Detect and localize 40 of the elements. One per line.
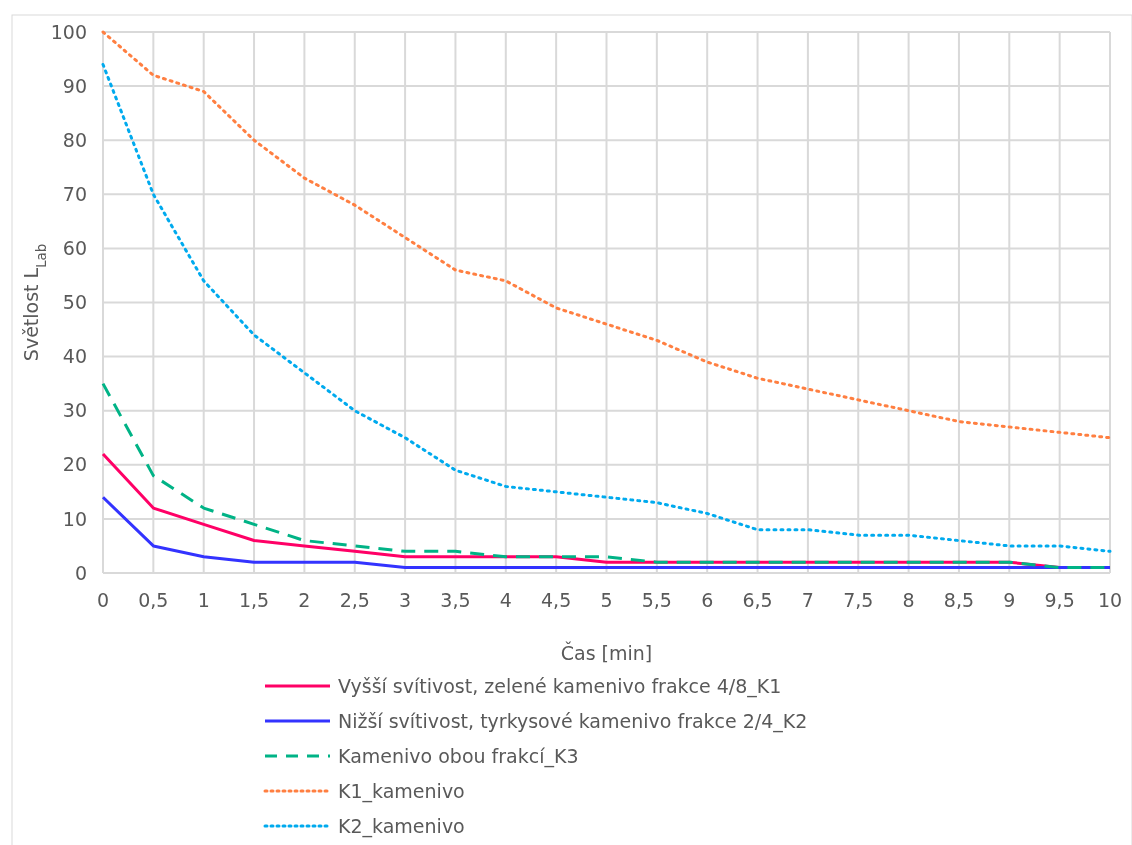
x-tick-label: 9 (1003, 589, 1016, 611)
legend-label: K2_kamenivo (338, 814, 465, 838)
x-tick-label: 3,5 (440, 589, 471, 611)
x-tick-label: 9,5 (1044, 589, 1075, 611)
y-tick-label: 50 (62, 291, 87, 314)
x-tick-label: 3 (399, 589, 412, 611)
x-tick-label: 4 (499, 589, 512, 611)
x-axis-title: Čas [min] (560, 641, 653, 664)
x-tick-label: 10 (1097, 589, 1123, 611)
x-tick-label: 7,5 (843, 589, 874, 611)
y-tick-label: 20 (62, 453, 87, 476)
y-tick-label: 70 (62, 182, 87, 205)
legend-label: Nižší svítivost, tyrkysové kamenivo frakce 2/4_K2 (338, 709, 808, 733)
y-tick-label: 40 (62, 345, 87, 368)
legend-label: K1_kamenivo (338, 779, 465, 803)
x-tick-label: 5,5 (641, 589, 672, 611)
x-tick-label: 1 (197, 589, 210, 611)
y-tick-label: 30 (62, 399, 87, 422)
y-tick-label: 80 (62, 128, 87, 151)
x-tick-label: 0 (96, 589, 110, 611)
x-tick-label: 1,5 (238, 589, 270, 611)
x-tick-label: 0,5 (138, 589, 169, 611)
x-tick-label: 6 (701, 589, 714, 611)
x-tick-label: 4,5 (541, 589, 572, 611)
y-tick-label: 90 (62, 74, 87, 97)
line-series (101, 62, 1112, 553)
x-tick-label: 2 (298, 589, 311, 611)
x-tick-label: 7 (801, 589, 814, 611)
legend-label: Vyšší svítivost, zelené kamenivo frakce 4/8_K1 (338, 674, 782, 698)
y-tick-label: 100 (50, 20, 87, 43)
x-tick-label: 6,5 (742, 589, 773, 611)
line-series (101, 495, 1112, 570)
x-tick-label: 2,5 (339, 589, 370, 611)
x-tick-label: 8,5 (943, 589, 975, 611)
legend-label: Kamenivo obou frakcí_K3 (338, 744, 579, 768)
x-tick-label: 5 (600, 589, 613, 611)
y-tick-label: 0 (74, 561, 87, 584)
y-tick-label: 60 (62, 237, 87, 260)
x-tick-label: 8 (902, 589, 915, 611)
y-tick-label: 10 (62, 507, 87, 530)
